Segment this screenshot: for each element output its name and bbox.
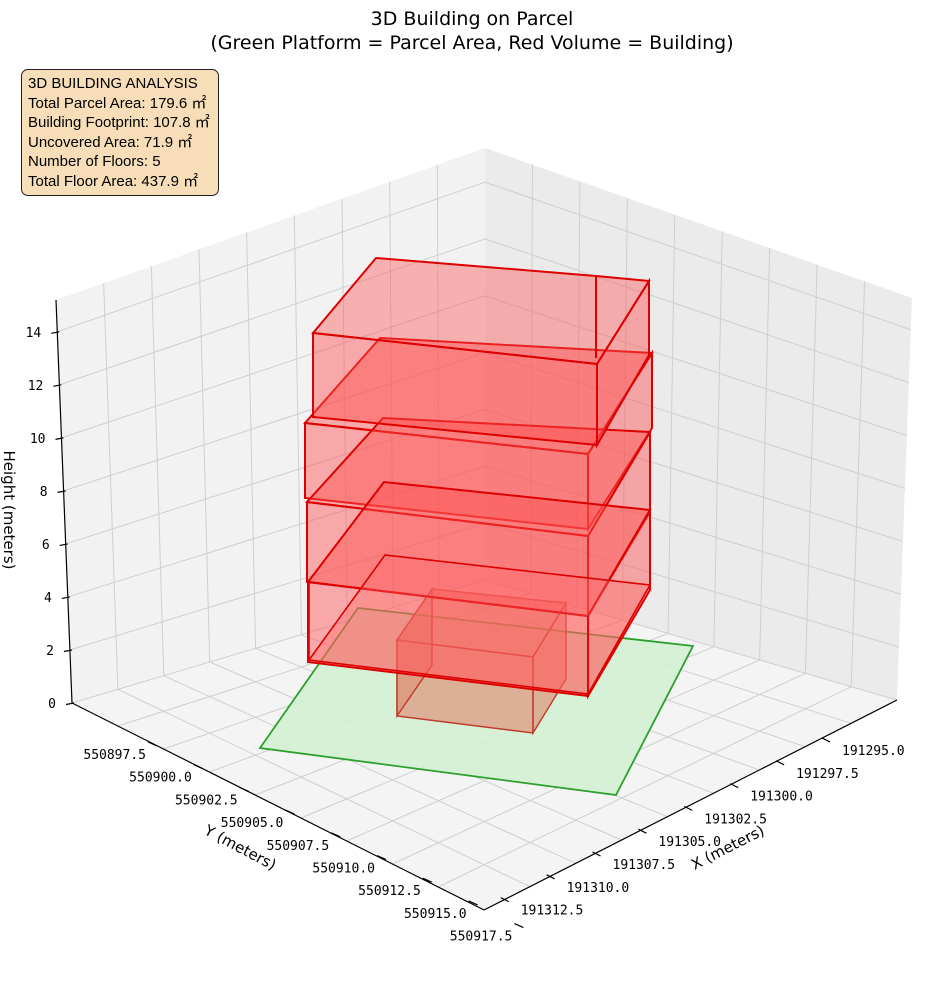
z-tick-mark (59, 543, 68, 547)
info-line-parcel-area: Total Parcel Area: 179.6 ㎡ (28, 94, 207, 112)
z-tick-label: 12 (28, 379, 44, 394)
info-line-floor-area: Total Floor Area: 437.9 ㎡ (28, 172, 199, 190)
y-tick-label: 550917.5 (450, 930, 513, 945)
grid-line (438, 686, 852, 888)
y-tick-mark (193, 764, 204, 770)
y-tick-label: 550907.5 (267, 839, 330, 854)
grid-line (759, 247, 771, 661)
x-tick-label: 191312.5 (521, 904, 584, 919)
x-tick-label: 191295.0 (842, 744, 905, 759)
x-tick-mark (546, 874, 555, 880)
y-tick-label: 550905.0 (221, 816, 284, 831)
ground-floor-volume (395, 586, 568, 736)
grid-line (667, 214, 676, 634)
x-tick-label: 191310.0 (567, 881, 630, 896)
x-tick-mark (500, 897, 509, 903)
z-tick-label: 0 (48, 697, 56, 712)
grid-line (59, 238, 910, 386)
y-tick-mark (422, 877, 433, 883)
z-tick-label: 14 (26, 326, 42, 341)
analysis-info-box: 3D BUILDING ANALYSIS Total Parcel Area: … (21, 69, 219, 196)
x-tick-mark (592, 851, 601, 857)
grid-line (293, 215, 302, 635)
grid-line (67, 465, 902, 598)
z-axis-label: Height (meters) (0, 451, 18, 570)
chart-title: 3D Building on Parcel (371, 8, 574, 30)
building-upper-floors (302, 256, 654, 700)
grid-line (103, 283, 119, 690)
x-tick-label: 191302.5 (704, 812, 767, 827)
grid-line (850, 281, 866, 687)
x-tick-label: 191300.0 (750, 790, 813, 805)
building-floor-4 (306, 480, 652, 700)
x-tick-mark (638, 828, 647, 834)
x-axis-line (483, 699, 898, 911)
x-tick-label: 191307.5 (613, 858, 676, 873)
x-tick-mark (729, 783, 739, 789)
y-tick-mark (376, 854, 387, 861)
floor-side-face (596, 277, 650, 449)
x-tick-mark (821, 737, 831, 743)
info-line-uncovered: Uncovered Area: 71.9 ㎡ (28, 133, 193, 151)
z-tick-mark (63, 649, 73, 653)
grid-line (117, 688, 531, 888)
grid-line (436, 164, 440, 594)
y-tick-mark (514, 923, 524, 929)
y-axis-line (71, 702, 485, 911)
z-tick-mark (57, 490, 66, 493)
z-tick-mark (53, 384, 62, 387)
z-tick-label: 2 (46, 644, 54, 659)
grid-line (576, 181, 581, 607)
grid-line (198, 249, 211, 663)
grid-line (150, 266, 165, 676)
x-tick-mark (684, 805, 693, 811)
x-tick-mark (775, 760, 785, 766)
z-tick-mark (51, 331, 60, 334)
grid-line (61, 295, 908, 439)
x-tick-label: 191305.0 (658, 835, 721, 850)
y-tick-label: 550915.0 (404, 907, 467, 922)
z-axis-line (55, 299, 73, 704)
grid-line (804, 264, 818, 674)
z-tick-mark (61, 596, 70, 600)
y-tick-label: 550910.0 (312, 862, 375, 877)
grid-line (65, 408, 904, 545)
grid-line (246, 232, 257, 649)
grid-line (163, 675, 576, 864)
axes: 0 2 4 6 8 10 12 14 550897.5 550900.0 550902.5 55090… (26, 299, 905, 945)
y-tick-label: 550912.5 (358, 884, 421, 899)
building-base (307, 510, 652, 695)
y-tick-mark (147, 741, 158, 747)
y-tick-label: 550897.5 (83, 748, 146, 763)
x-tick-label: 191297.5 (796, 767, 859, 782)
y-tick-mark (330, 832, 341, 838)
z-tick-label: 4 (44, 591, 52, 606)
z-tick-label: 6 (42, 538, 50, 553)
y-tick-mark (468, 900, 478, 906)
z-tick-label: 8 (40, 485, 48, 500)
y-tick-label: 550902.5 (175, 793, 238, 808)
pane-right (485, 148, 912, 700)
building-floor-top (311, 256, 651, 449)
info-box-title: 3D BUILDING ANALYSIS (28, 75, 198, 92)
grid-line (341, 198, 348, 622)
y-tick-label: 550900.0 (129, 771, 192, 786)
z-tick-mark (55, 437, 64, 440)
grid-line (71, 579, 898, 704)
grid-line (389, 181, 394, 608)
building-floor-3 (304, 416, 652, 620)
y-tick-mark (285, 809, 295, 815)
grid-line (621, 197, 628, 621)
grid-line (57, 181, 911, 333)
grid-line (713, 231, 723, 647)
info-line-footprint: Building Footprint: 107.8 ㎡ (28, 114, 210, 131)
chart-subtitle: (Green Platform = Parcel Area, Red Volum… (210, 32, 733, 54)
y-tick-mark (239, 786, 249, 792)
info-line-floors: Number of Floors: 5 (28, 153, 161, 170)
z-tick-label: 10 (30, 432, 46, 447)
